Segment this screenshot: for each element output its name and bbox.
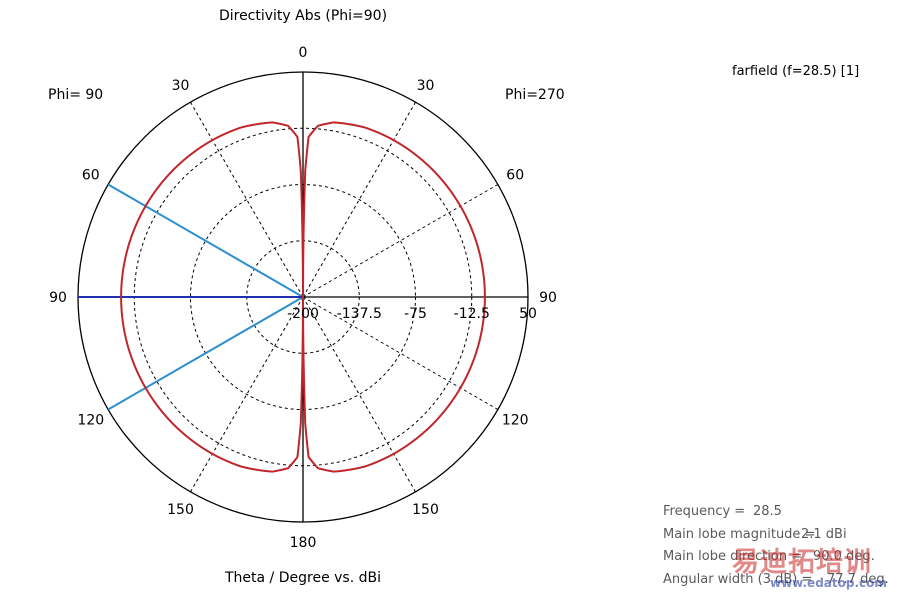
- grid-spoke: [302, 184, 499, 298]
- radial-tick-labels: -200 -137.5 -75 -12.5 50: [287, 306, 537, 322]
- radial-tick-label: -137.5: [337, 306, 382, 322]
- grid-spoke: [302, 101, 416, 298]
- info-frequency: Frequency = 28.5: [663, 501, 815, 524]
- angle-label-right: 90: [539, 290, 557, 306]
- magnitude-value: 2.1 dBi: [801, 526, 847, 542]
- info-direction: Main lobe direction = 90.0 deg.: [663, 546, 875, 569]
- radial-tick-label: -200: [287, 306, 319, 322]
- angle-labels: 0 180 30 30 60 60 90 90 120 120 150 150: [49, 45, 557, 551]
- direction-value: 90.0 deg.: [813, 549, 875, 564]
- radial-tick-label: 50: [519, 306, 537, 322]
- angle-label-right: 150: [412, 502, 439, 518]
- grid-spoke: [190, 296, 304, 493]
- angle-label-left: 150: [167, 502, 194, 518]
- width-value: 77.7 deg.: [827, 571, 889, 587]
- angle-label-left: 90: [49, 290, 67, 306]
- pattern-curve: [120, 121, 486, 473]
- angle-label-left: 120: [77, 413, 104, 429]
- angle-label-right: 60: [506, 168, 524, 184]
- beam-lines: [78, 183, 304, 411]
- info-width: Angular width (3 dB) = 77.7 deg.: [663, 569, 889, 592]
- angle-label-left: 30: [172, 78, 190, 94]
- width-label: Angular width (3 dB) =: [663, 571, 813, 587]
- frequency-value: 28.5: [753, 504, 782, 519]
- beamwidth-line: [107, 183, 304, 298]
- phi-left-label: Phi= 90: [48, 87, 104, 103]
- angle-label-left: 60: [82, 168, 100, 184]
- x-axis-label: Theta / Degree vs. dBi: [225, 570, 381, 586]
- info-magnitude: Main lobe magnitude = 2.1 dBi: [663, 524, 847, 547]
- radial-tick-label: -75: [404, 306, 427, 322]
- frequency-label: Frequency =: [663, 504, 746, 519]
- angle-label-0: 0: [299, 45, 308, 61]
- legend-entry: farfield (f=28.5) [1]: [732, 64, 860, 79]
- watermark-url: www.edatop.com: [770, 576, 887, 590]
- angle-label-180: 180: [290, 535, 317, 551]
- radial-tick-label: -12.5: [454, 306, 490, 322]
- angle-label-right: 120: [502, 413, 529, 429]
- angle-label-right: 30: [417, 78, 435, 94]
- direction-label: Main lobe direction =: [663, 549, 803, 564]
- grid-spoke: [302, 296, 416, 493]
- magnitude-label: Main lobe magnitude =: [663, 526, 816, 542]
- grid-spoke: [302, 296, 499, 410]
- grid-spoke: [190, 101, 304, 298]
- pattern-curve-layer: [120, 121, 486, 473]
- phi-right-label: Phi=270: [505, 87, 565, 103]
- beamwidth-line: [107, 296, 304, 411]
- chart-title: Directivity Abs (Phi=90): [218, 8, 388, 24]
- info-panel: Frequency = 28.5 Main lobe magnitude = 2…: [663, 501, 889, 592]
- watermark-logo: 易迪拓培训: [732, 547, 872, 578]
